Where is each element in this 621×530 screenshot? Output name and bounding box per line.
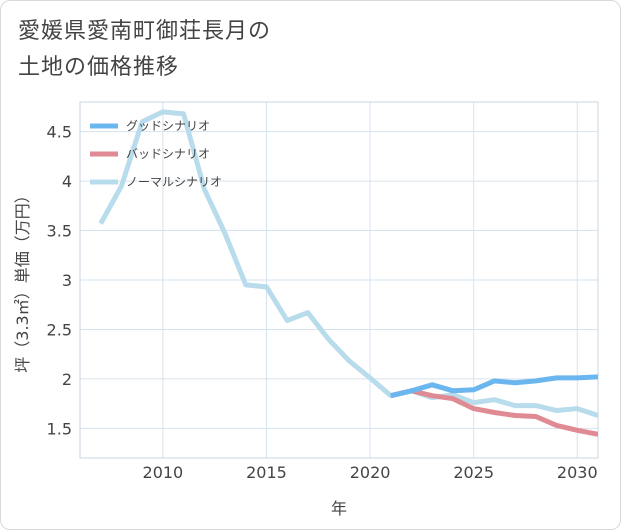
legend-item-2[interactable]: ノーマルシナリオ [90, 175, 222, 189]
chart-title: 愛媛県愛南町御荘長月の 土地の価格推移 [18, 14, 271, 86]
x-tick-label: 2015 [246, 463, 287, 482]
x-axis-ticks: 2010 2015 2020 2025 2030 [143, 463, 598, 482]
y-tick-label: 4.5 [47, 123, 72, 142]
legend-item-0[interactable]: グッドシナリオ [90, 119, 210, 133]
y-tick-label: 4 [62, 172, 72, 191]
grid-lines [79, 101, 599, 459]
legend-label: グッドシナリオ [126, 119, 210, 133]
series-layer [98, 109, 598, 437]
legend-item-1[interactable]: バッドシナリオ [90, 147, 210, 161]
x-tick-label: 2020 [350, 463, 391, 482]
x-tick-label: 2025 [453, 463, 494, 482]
legend-label: ノーマルシナリオ [126, 175, 222, 189]
y-tick-label: 2.5 [47, 320, 72, 339]
y-tick-label: 3 [62, 271, 72, 290]
y-axis-ticks: 1.5 2 2.5 3 3.5 4 4.5 [47, 123, 72, 439]
legend-label: バッドシナリオ [126, 147, 210, 161]
series-line-0 [390, 374, 598, 399]
x-axis-label: 年 [331, 499, 347, 518]
y-axis-label: 坪（3.3㎡）単価（万円） [13, 187, 32, 372]
y-tick-label: 1.5 [47, 419, 72, 438]
x-tick-label: 2010 [143, 463, 184, 482]
x-tick-label: 2030 [557, 463, 598, 482]
chart-title-line-2: 土地の価格推移 [18, 55, 180, 80]
plot-frame [79, 101, 599, 459]
series-line-1 [390, 388, 598, 437]
y-tick-label: 2 [62, 370, 72, 389]
series-line-2 [98, 109, 598, 418]
y-tick-label: 3.5 [47, 222, 72, 241]
chart-title-line-1: 愛媛県愛南町御荘長月の [18, 19, 272, 44]
